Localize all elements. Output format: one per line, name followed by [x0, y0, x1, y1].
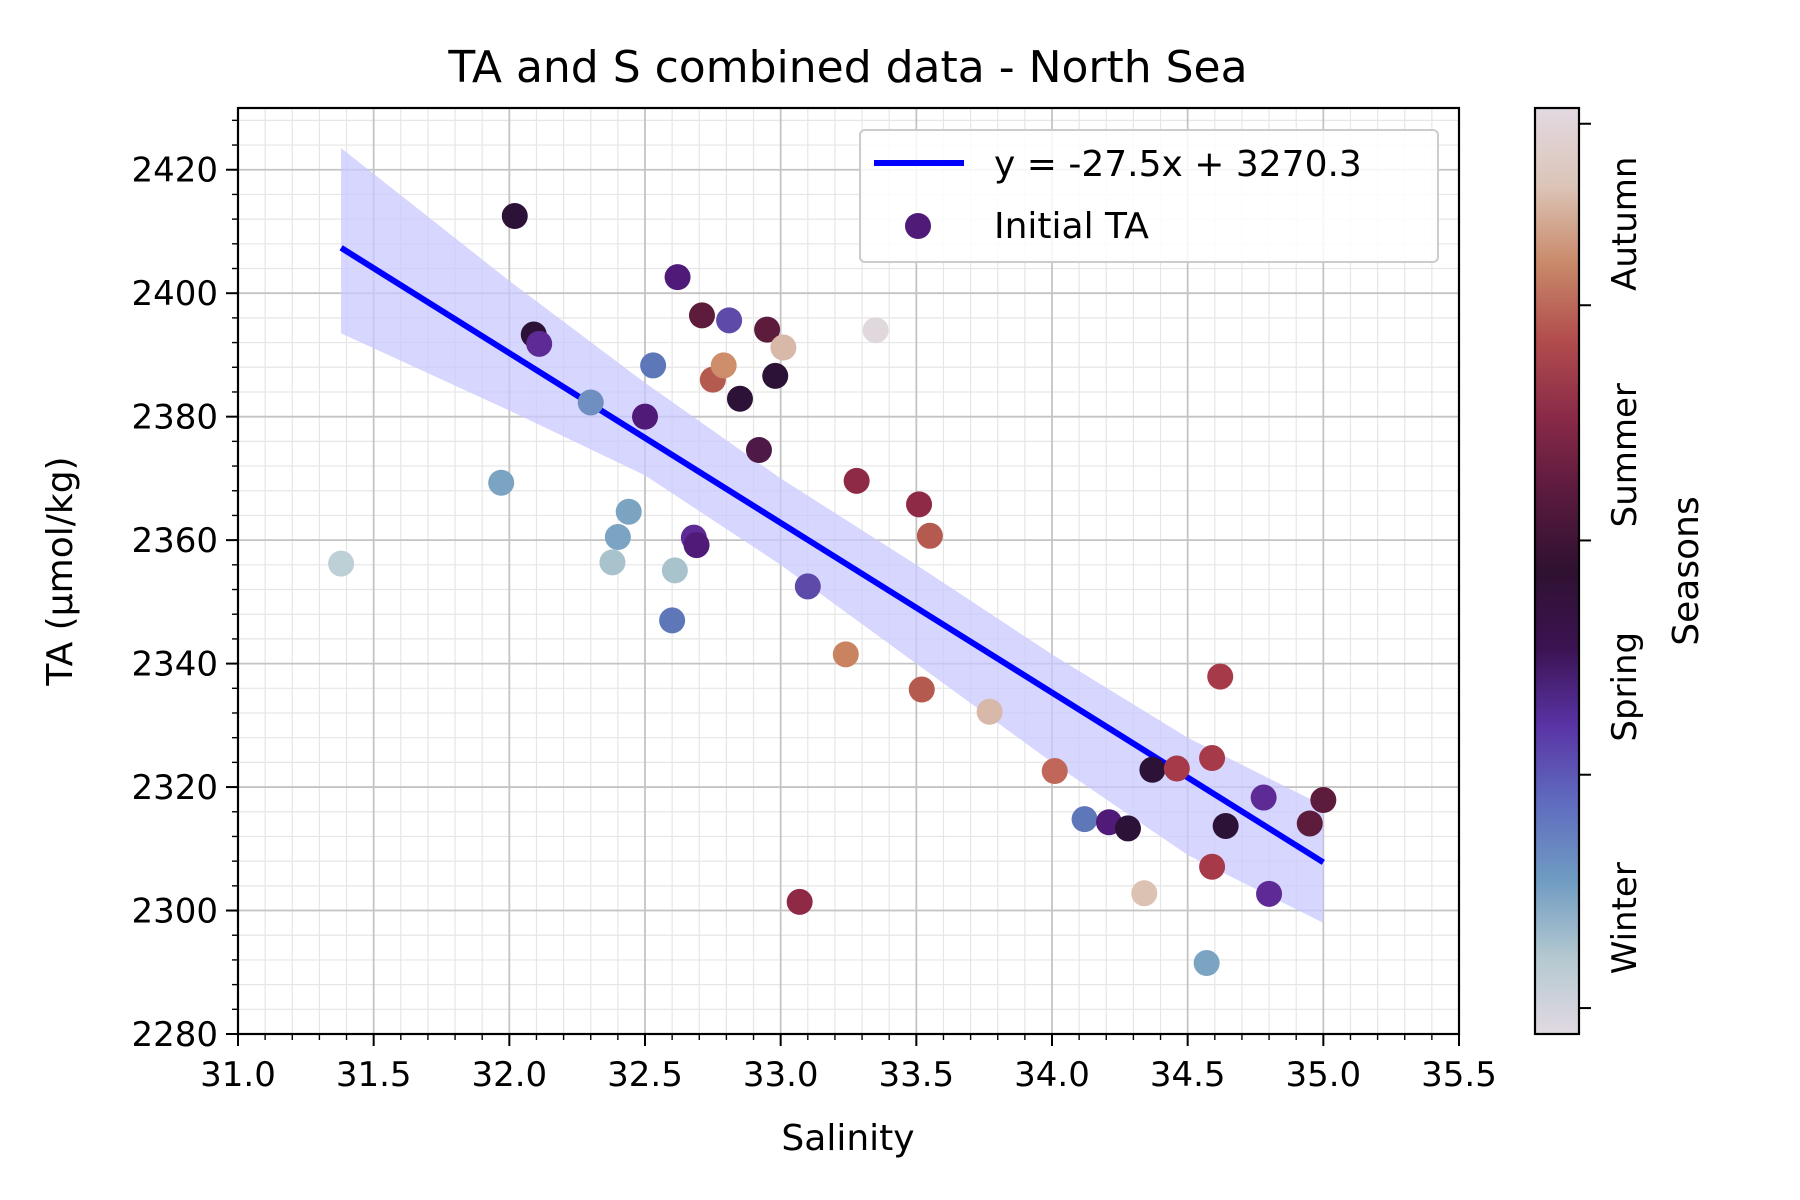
data-point: [1041, 758, 1068, 785]
y-tick-label: 2340: [131, 645, 218, 685]
colorbar-ticks: Winter Spring Summer Autumn: [1579, 122, 1645, 1010]
data-point: [862, 317, 889, 344]
data-point: [906, 491, 933, 518]
data-point: [976, 698, 1003, 725]
data-point: [843, 467, 870, 494]
data-point: [1071, 806, 1098, 833]
y-tick-label: 2320: [131, 768, 218, 808]
data-point: [832, 641, 859, 668]
data-point: [710, 352, 737, 379]
legend-label-initial-ta: Initial TA: [994, 206, 1149, 247]
data-point: [908, 676, 935, 703]
x-tick-label: 34.5: [1150, 1055, 1226, 1095]
y-axis-label: TA (µmol/kg): [40, 456, 81, 686]
colorbar-tick-label: Winter: [1605, 862, 1645, 974]
x-axis-ticks: 31.0 31.5 32.0 32.5 33.0 33.5 34.0 34.5 35.0 35.5: [200, 1034, 1497, 1095]
data-point: [762, 362, 789, 389]
scatter-points: [328, 203, 1337, 977]
data-point: [1131, 880, 1158, 907]
data-point: [1139, 756, 1166, 783]
y-tick-label: 2360: [131, 521, 218, 561]
colorbar: Winter Spring Summer Autumn Seasons: [1533, 106, 1707, 1036]
y-tick-label: 2280: [131, 1015, 218, 1055]
data-point: [1212, 812, 1239, 839]
x-tick-label: 31.0: [200, 1055, 276, 1095]
data-point: [726, 385, 753, 412]
data-point: [661, 557, 688, 584]
x-tick-label: 32.5: [607, 1055, 683, 1095]
x-tick-label: 32.0: [471, 1055, 547, 1095]
data-point: [786, 888, 813, 915]
x-tick-label: 35.5: [1421, 1055, 1497, 1095]
colorbar-tick-label: Spring: [1605, 632, 1645, 742]
x-tick-label: 35.0: [1285, 1055, 1361, 1095]
data-point: [664, 264, 691, 291]
data-point: [745, 437, 772, 464]
legend: y = -27.5x + 3270.3 Initial TA: [859, 129, 1439, 263]
data-point: [615, 498, 642, 525]
data-point: [683, 532, 710, 559]
data-point: [1296, 810, 1323, 837]
x-axis-label: Salinity: [781, 1118, 914, 1159]
data-point: [716, 307, 743, 334]
data-point: [1310, 787, 1337, 814]
x-tick-label: 34.0: [1014, 1055, 1090, 1095]
data-point: [604, 524, 631, 551]
data-point: [1256, 880, 1283, 907]
y-tick-label: 2380: [131, 398, 218, 438]
legend-label-regression: y = -27.5x + 3270.3: [994, 144, 1362, 185]
data-point: [632, 403, 658, 430]
colorbar-gradient: [1533, 106, 1581, 1036]
data-point: [488, 469, 515, 496]
data-point: [328, 550, 355, 577]
x-tick-label: 31.5: [336, 1055, 412, 1095]
data-point: [770, 334, 797, 361]
legend-marker-initial-ta: [905, 213, 931, 239]
data-point: [1207, 663, 1234, 690]
colorbar-tick-label: Autumn: [1605, 157, 1645, 291]
data-point: [1250, 784, 1277, 811]
plot-frame: [236, 106, 1461, 1036]
data-point: [599, 549, 626, 576]
confidence-band: [341, 148, 1324, 923]
x-tick-label: 33.5: [878, 1055, 954, 1095]
data-point: [526, 330, 553, 357]
data-point: [794, 573, 821, 600]
colorbar-label: Seasons: [1666, 496, 1707, 645]
data-point: [916, 522, 943, 549]
data-point: [1199, 745, 1226, 772]
data-point: [501, 203, 528, 230]
data-point: [754, 316, 781, 343]
y-tick-label: 2400: [131, 274, 218, 314]
y-tick-label: 2300: [131, 892, 218, 932]
data-point: [659, 607, 686, 634]
y-tick-label: 2420: [131, 151, 218, 191]
chart-title: TA and S combined data - North Sea: [447, 42, 1247, 93]
data-point: [1199, 853, 1226, 880]
confidence-band-area: [341, 148, 1324, 923]
data-point: [688, 302, 715, 329]
data-point: [1193, 950, 1220, 977]
data-point: [640, 352, 667, 379]
y-axis-ticks: 2280 2300 2320 2340 2360 2380 2400 2420: [131, 119, 238, 1055]
x-tick-label: 33.0: [743, 1055, 819, 1095]
data-point: [1163, 755, 1190, 782]
data-point: [1114, 815, 1141, 842]
legend-box: [859, 129, 1439, 263]
colorbar-tick-label: Summer: [1605, 383, 1645, 527]
data-point: [577, 389, 604, 416]
